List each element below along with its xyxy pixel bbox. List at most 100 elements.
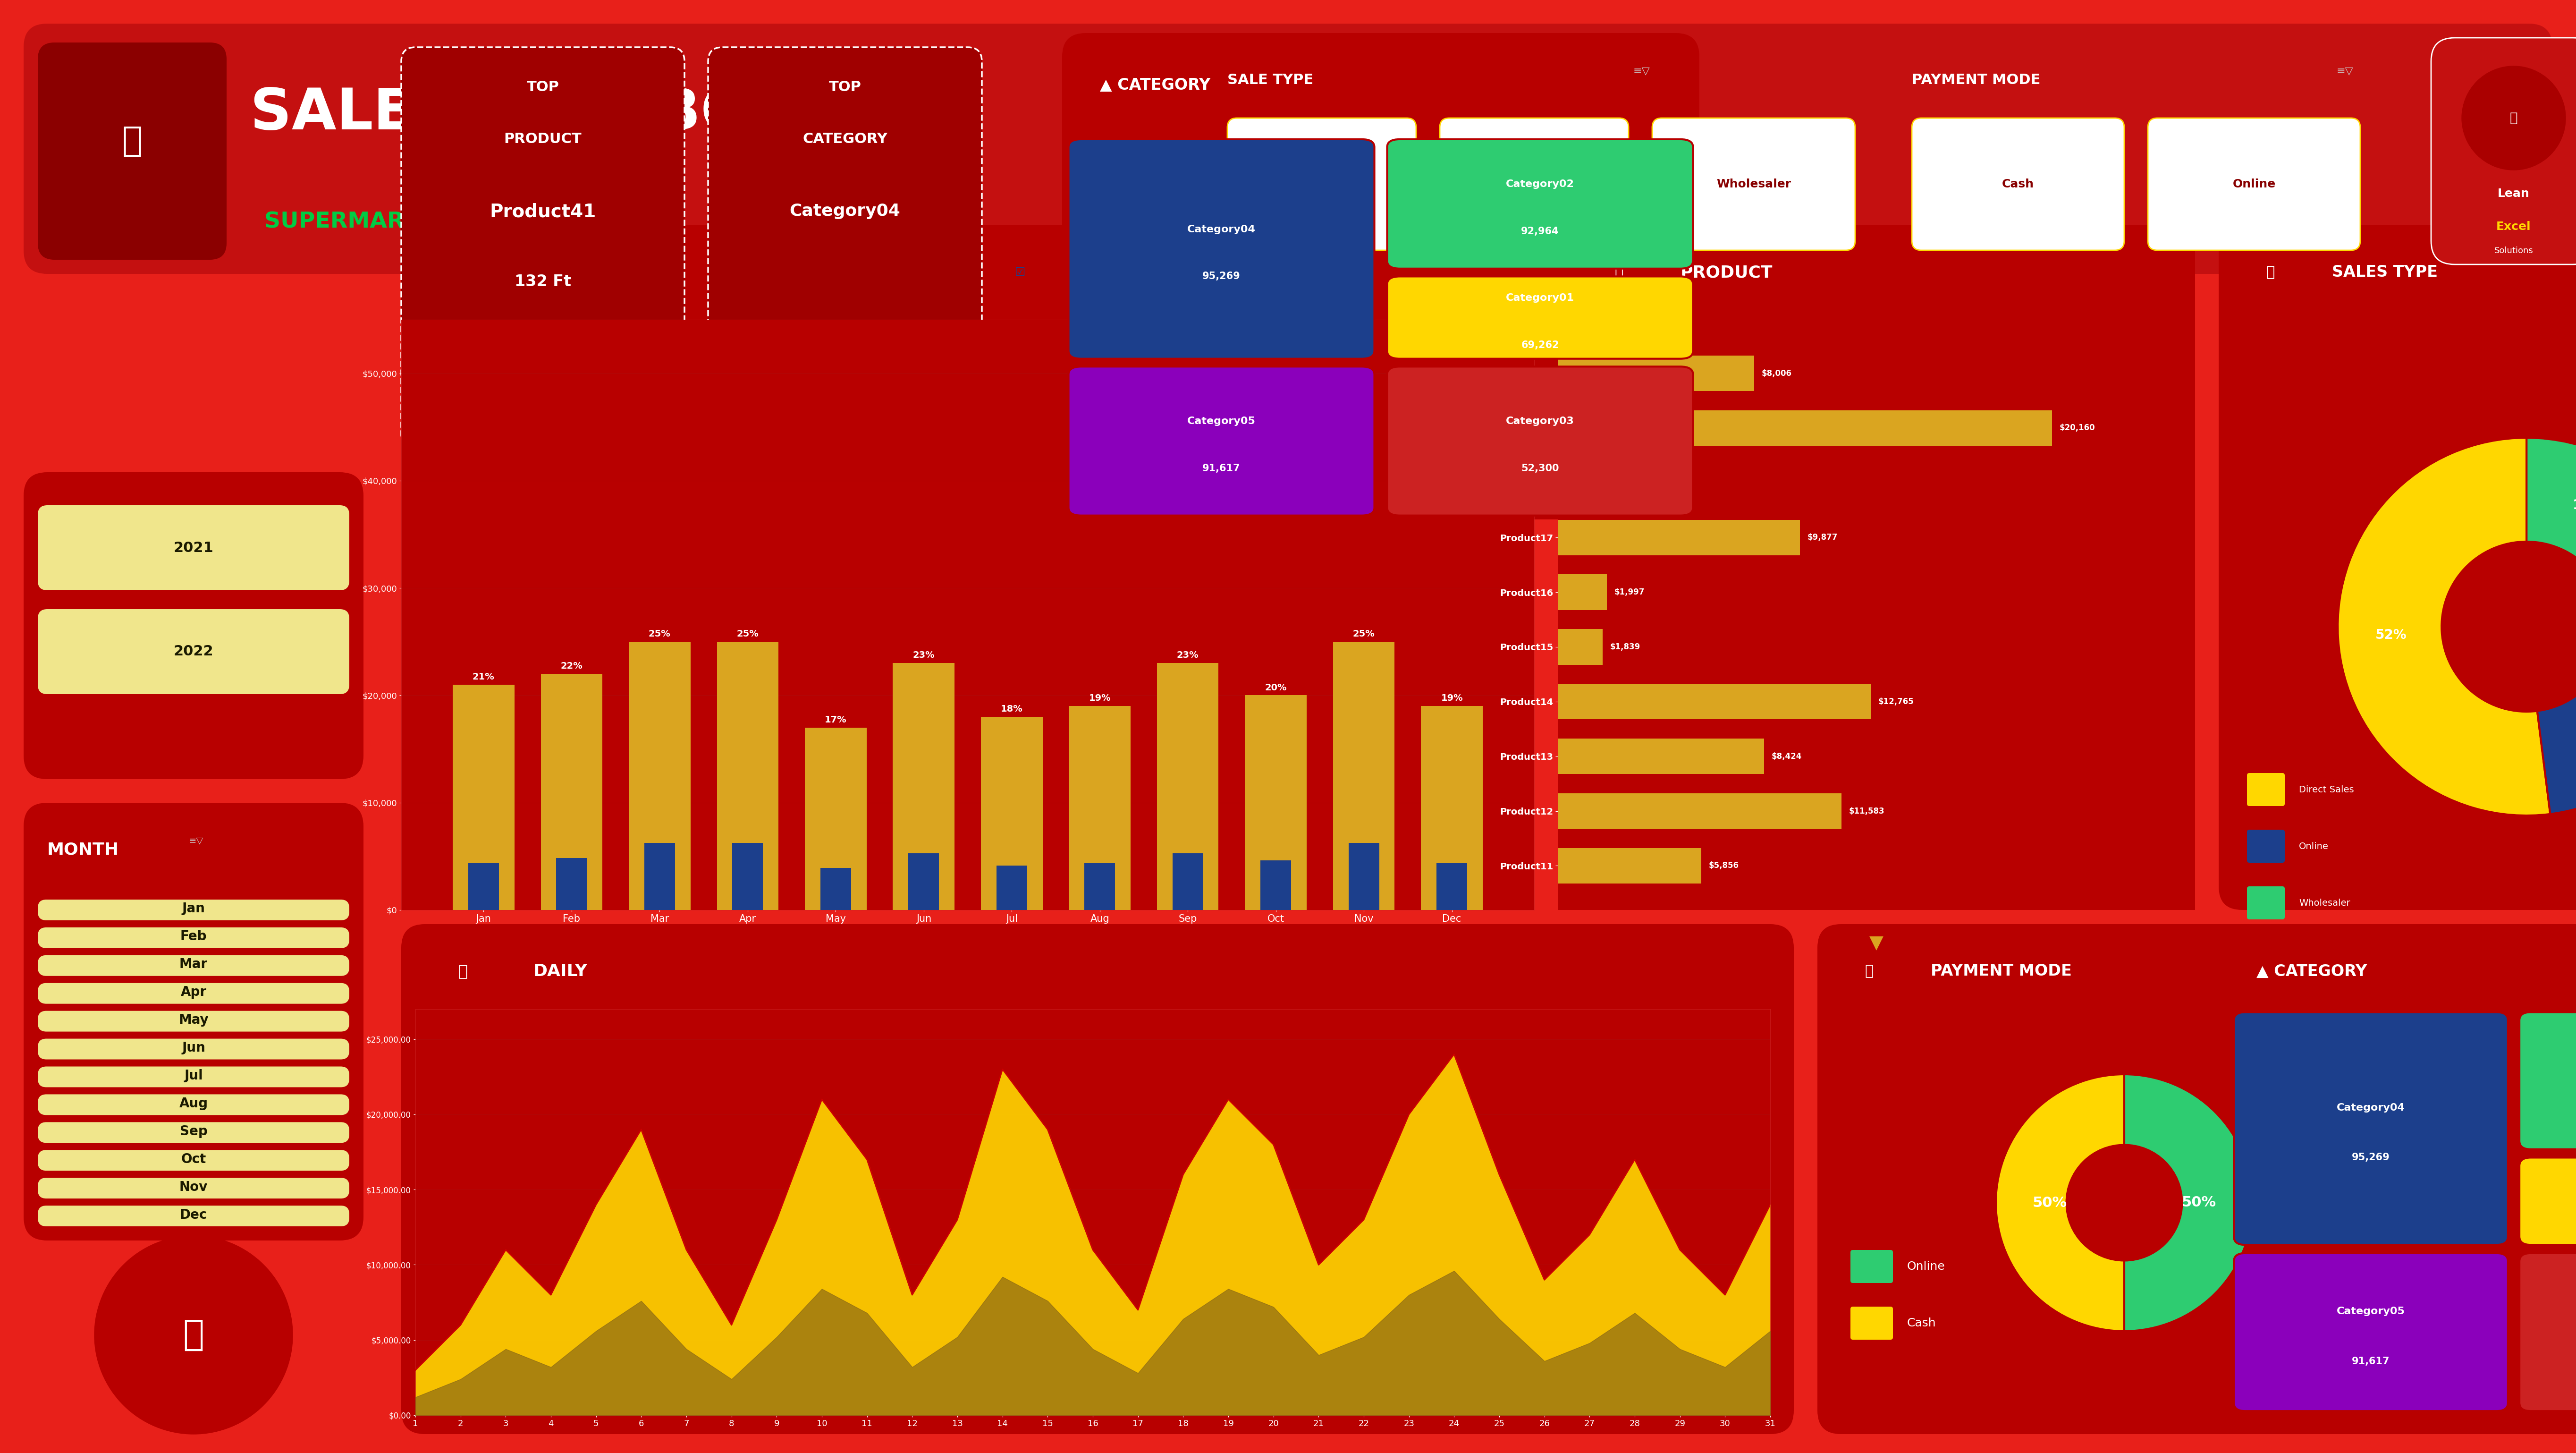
- Text: TOTAL SALES: TOTAL SALES: [430, 349, 526, 363]
- Bar: [1069, 706, 1131, 910]
- Text: 17%: 17%: [824, 715, 848, 724]
- Text: Wholesaler: Wholesaler: [1716, 179, 1790, 190]
- Text: 25%: 25%: [737, 629, 760, 638]
- Bar: [1558, 793, 1842, 828]
- Text: CATEGORY: CATEGORY: [804, 132, 889, 145]
- Text: $20,160: $20,160: [2058, 424, 2094, 433]
- Text: 91,617: 91,617: [2352, 1357, 2391, 1366]
- Bar: [1558, 356, 1754, 391]
- Bar: [716, 642, 778, 910]
- Text: Lean: Lean: [2499, 187, 2530, 199]
- FancyBboxPatch shape: [1651, 118, 1855, 250]
- Bar: [1558, 410, 2053, 446]
- Text: $4,035: $4,035: [1664, 478, 1695, 487]
- Text: 📅: 📅: [459, 963, 466, 979]
- Text: MONTH: MONTH: [46, 841, 118, 859]
- Text: $22,952: $22,952: [500, 344, 585, 363]
- FancyBboxPatch shape: [1061, 33, 1700, 519]
- Polygon shape: [402, 449, 685, 519]
- Text: ▲ CATEGORY: ▲ CATEGORY: [2257, 963, 2367, 979]
- Text: ≡▽: ≡▽: [2336, 65, 2354, 76]
- Text: Category02: Category02: [1507, 180, 1574, 189]
- Text: 💳: 💳: [1865, 965, 1873, 978]
- Text: ☑: ☑: [1015, 267, 1025, 278]
- Text: Category04: Category04: [1188, 225, 1255, 234]
- Bar: [819, 867, 850, 910]
- Wedge shape: [2125, 1074, 2251, 1331]
- Text: TOP: TOP: [829, 80, 860, 94]
- Text: 91,617: 91,617: [1203, 464, 1242, 474]
- Bar: [1084, 863, 1115, 910]
- Text: May: May: [178, 1013, 209, 1027]
- Text: 💵: 💵: [817, 400, 835, 427]
- Text: $9,877: $9,877: [1808, 533, 1837, 542]
- Text: Nov: Nov: [180, 1180, 209, 1193]
- Polygon shape: [708, 449, 981, 519]
- Bar: [1558, 629, 1602, 664]
- Text: 2021: 2021: [173, 541, 214, 555]
- Text: Excel: Excel: [2496, 221, 2532, 232]
- FancyBboxPatch shape: [1386, 366, 1692, 516]
- Text: 🐷: 🐷: [1880, 400, 1896, 427]
- Text: $5,856: $5,856: [1708, 862, 1739, 870]
- FancyBboxPatch shape: [402, 307, 920, 519]
- Text: ☑: ☑: [804, 267, 814, 278]
- Text: Category04: Category04: [788, 203, 902, 219]
- Text: TOP: TOP: [526, 80, 559, 94]
- Text: 132 Ft: 132 Ft: [515, 273, 572, 289]
- Text: SALES TYPE: SALES TYPE: [2331, 264, 2437, 280]
- Text: Category03: Category03: [1507, 417, 1574, 426]
- FancyBboxPatch shape: [2148, 118, 2360, 250]
- FancyBboxPatch shape: [39, 1067, 350, 1087]
- Text: $68,908: $68,908: [997, 427, 1151, 461]
- Text: Category01: Category01: [1507, 294, 1574, 302]
- Text: 19%: 19%: [1440, 695, 1463, 703]
- Text: 21%: 21%: [471, 673, 495, 681]
- FancyBboxPatch shape: [2432, 38, 2576, 264]
- Text: 69,262: 69,262: [1520, 340, 1558, 350]
- Circle shape: [2463, 65, 2566, 170]
- Text: SALES DASHBOARD: SALES DASHBOARD: [250, 86, 886, 141]
- FancyBboxPatch shape: [2218, 225, 2576, 910]
- Text: $4,01,412: $4,01,412: [430, 427, 621, 461]
- Bar: [469, 863, 500, 910]
- Text: PAYMENT MODE: PAYMENT MODE: [1911, 74, 2040, 87]
- Bar: [541, 674, 603, 910]
- Bar: [909, 853, 940, 910]
- FancyBboxPatch shape: [13, 15, 2563, 1438]
- Bar: [1157, 663, 1218, 910]
- Text: Jun: Jun: [183, 1042, 206, 1055]
- Text: Direct Sales: Direct Sales: [1283, 179, 1363, 190]
- Text: ≡▽: ≡▽: [188, 835, 204, 846]
- FancyBboxPatch shape: [39, 1149, 350, 1171]
- Text: 25%: 25%: [1352, 629, 1376, 638]
- FancyBboxPatch shape: [23, 23, 2553, 273]
- Text: Online: Online: [2298, 841, 2329, 850]
- FancyBboxPatch shape: [2519, 1252, 2576, 1411]
- FancyBboxPatch shape: [39, 1206, 350, 1226]
- Bar: [997, 866, 1028, 910]
- Text: $11,583: $11,583: [1850, 806, 1886, 815]
- Wedge shape: [2537, 516, 2576, 814]
- FancyBboxPatch shape: [1226, 118, 1417, 250]
- FancyBboxPatch shape: [1069, 139, 1376, 359]
- Bar: [1558, 465, 1656, 500]
- FancyBboxPatch shape: [2218, 924, 2576, 1434]
- Text: 23%: 23%: [912, 651, 935, 660]
- Text: Aug: Aug: [180, 1097, 209, 1110]
- Text: $8,006: $8,006: [1762, 369, 1790, 378]
- Text: ▼: ▼: [1870, 934, 1883, 952]
- Text: Jan: Jan: [183, 902, 206, 915]
- FancyBboxPatch shape: [1850, 1250, 1893, 1283]
- Text: MONTHLY: MONTHLY: [533, 264, 626, 280]
- Text: 🛒: 🛒: [183, 1318, 204, 1353]
- Bar: [1558, 849, 1700, 883]
- Text: 22%: 22%: [562, 661, 582, 671]
- FancyBboxPatch shape: [1386, 276, 1692, 359]
- Bar: [1558, 520, 1801, 555]
- Text: SALE TYPE: SALE TYPE: [1226, 74, 1314, 87]
- FancyBboxPatch shape: [23, 472, 363, 779]
- Text: 19%: 19%: [1090, 695, 1110, 703]
- Text: Category04: Category04: [2336, 1103, 2406, 1113]
- FancyBboxPatch shape: [2233, 1252, 2509, 1411]
